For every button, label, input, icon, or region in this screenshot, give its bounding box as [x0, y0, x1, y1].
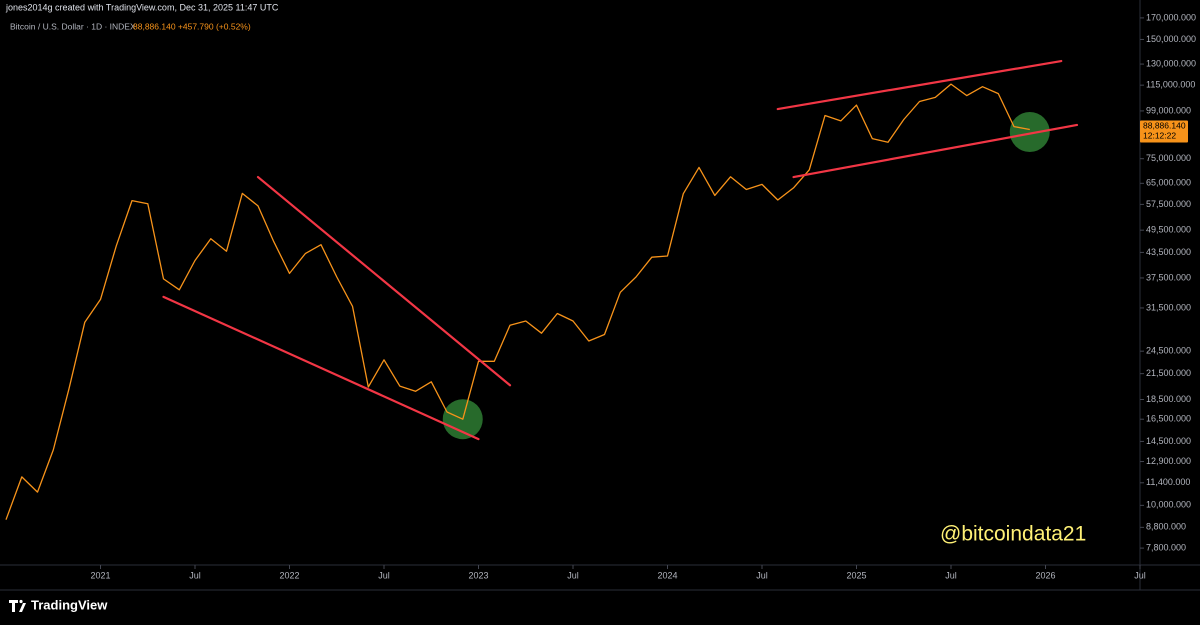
trendline — [162, 295, 480, 441]
y-tick-label: 24,500.000 — [1146, 346, 1191, 356]
x-tick-label: Jul — [189, 570, 201, 580]
y-tick-label: 21,500.000 — [1146, 368, 1191, 378]
x-tick-label: Jul — [945, 570, 957, 580]
quote: 88,886.140 +457.790 (+0.52%) — [133, 21, 251, 31]
logo-mark — [19, 599, 23, 604]
trendline — [776, 59, 1063, 111]
y-tick-label: 31,500.000 — [1146, 302, 1191, 312]
x-tick-label: Jul — [1134, 570, 1146, 580]
y-tick-label: 75,000.000 — [1146, 153, 1191, 163]
x-tick-label: 2023 — [468, 570, 488, 580]
y-tick-label: 49,500.000 — [1146, 225, 1191, 235]
price-line — [5, 83, 1030, 520]
x-tick-label: 2021 — [90, 570, 110, 580]
trendline — [792, 123, 1079, 179]
y-tick-label: 37,500.000 — [1146, 272, 1191, 282]
x-tick-label: Jul — [756, 570, 768, 580]
y-tick-label: 14,500.000 — [1146, 436, 1191, 446]
y-tick-label: 18,500.000 — [1146, 394, 1191, 404]
y-tick-label: 150,000.000 — [1146, 34, 1196, 44]
y-tick-label: 7,800.000 — [1146, 542, 1186, 552]
logo-mark — [9, 600, 18, 612]
y-tick-label: 57,500.000 — [1146, 199, 1191, 209]
price-tag — [1140, 120, 1188, 143]
x-tick-label: 2022 — [279, 570, 299, 580]
y-tick-label: 11,400.000 — [1146, 477, 1190, 487]
watermark: @bitcoindata21 — [940, 523, 1086, 546]
x-tick-label: 2025 — [846, 570, 866, 580]
highlight-circle — [1009, 111, 1050, 152]
header: jones2014g created with TradingView.com,… — [5, 2, 279, 12]
y-tick-label: 65,000.000 — [1146, 178, 1191, 188]
x-tick-label: Jul — [378, 570, 390, 580]
y-tick-label: 8,800.000 — [1146, 522, 1186, 532]
y-tick-label: 10,000.000 — [1146, 500, 1191, 510]
y-tick-label: 115,000.000 — [1146, 80, 1195, 90]
y-tick-label: 130,000.000 — [1146, 58, 1196, 68]
x-tick-label: 2026 — [1035, 570, 1055, 580]
price-tag-countdown: 12:12:22 — [1143, 131, 1176, 141]
y-tick-label: 12,900.000 — [1146, 456, 1191, 466]
y-tick-label: 43,500.000 — [1146, 247, 1191, 257]
y-tick-label: 16,500.000 — [1146, 414, 1191, 424]
logo: TradingView — [9, 597, 108, 612]
y-tick-label: 99,000.000 — [1146, 105, 1191, 115]
x-tick-label: 2024 — [657, 570, 677, 580]
price-tag-label: 88,886.140 — [1143, 121, 1186, 131]
symbol: Bitcoin / U.S. Dollar · 1D · INDEX — [10, 21, 136, 31]
footer-brand: TradingView — [31, 597, 108, 612]
trendline — [256, 175, 512, 387]
x-tick-label: Jul — [567, 570, 579, 580]
logo-mark — [19, 603, 26, 612]
y-tick-label: 170,000.000 — [1146, 12, 1196, 22]
plot-area — [5, 59, 1079, 520]
